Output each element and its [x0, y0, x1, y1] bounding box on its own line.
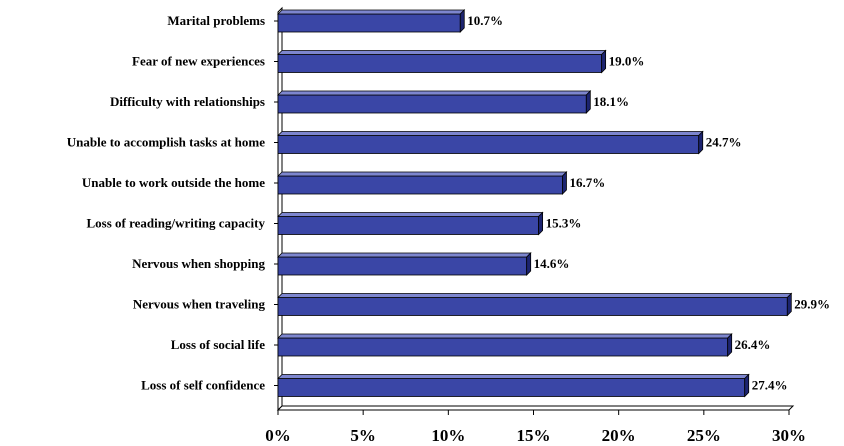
- bar-top-face: [277, 131, 704, 136]
- category-label: Fear of new experiences: [132, 54, 265, 69]
- x-tick-label: 15%: [517, 426, 551, 445]
- data-label: 15.3%: [546, 216, 582, 231]
- x-tick-label: 30%: [772, 426, 806, 445]
- bar-top-face: [277, 252, 532, 258]
- category-label: Loss of social life: [171, 337, 265, 352]
- bar: [277, 378, 746, 397]
- category-label: Loss of reading/writing capacity: [86, 216, 265, 231]
- bar: [277, 135, 700, 154]
- bar-top-face: [277, 90, 592, 96]
- data-label: 10.7%: [467, 13, 503, 28]
- data-label: 16.7%: [569, 175, 605, 190]
- bar-top-face: [277, 9, 466, 15]
- bar-top-face: [277, 212, 544, 217]
- bar: [277, 297, 788, 316]
- bar: [277, 216, 540, 235]
- x-axis-floor: [276, 405, 795, 411]
- bar-side-face: [585, 90, 591, 114]
- category-label: Difficulty with relationships: [110, 94, 265, 109]
- bar-side-face: [698, 130, 704, 155]
- bar-side-face: [459, 9, 465, 33]
- value-labels: 10.7% 19.0% 18.1% 24.7% 16.7% 15.3% 14.6% 29.9%…: [467, 13, 830, 393]
- bar-top-face: [277, 333, 733, 339]
- category-labels: Marital problems Fear of new experiences D…: [67, 13, 266, 393]
- bar: [277, 256, 528, 276]
- data-label: 19.0%: [609, 54, 645, 69]
- data-label: 24.7%: [706, 135, 742, 150]
- category-label: Unable to accomplish tasks at home: [67, 135, 265, 150]
- bar-side-face: [786, 292, 792, 317]
- bar-top-face: [277, 293, 793, 298]
- bar-side-face: [562, 171, 567, 195]
- bar-top-face: [277, 171, 568, 177]
- bar-side-face: [601, 49, 607, 74]
- bar: [277, 13, 461, 33]
- x-tick-label: 20%: [602, 426, 636, 445]
- bar-side-face: [526, 252, 532, 276]
- data-label: 29.9%: [794, 297, 830, 312]
- bar-top-face: [277, 374, 750, 379]
- bars: [277, 9, 793, 398]
- bar-side-face: [744, 373, 750, 398]
- data-label: 18.1%: [593, 94, 629, 109]
- bar-side-face: [727, 333, 733, 357]
- x-tick-label: 5%: [350, 426, 376, 445]
- bar-top-face: [277, 50, 607, 55]
- x-axis-ticks: 0% 5% 10% 15% 20% 25% 30%: [265, 410, 806, 445]
- data-label: 26.4%: [735, 337, 771, 352]
- category-label: Nervous when traveling: [133, 297, 266, 312]
- x-tick-label: 10%: [431, 426, 465, 445]
- category-label: Loss of self confidence: [141, 378, 265, 393]
- bar: [277, 337, 729, 357]
- x-tick-label: 25%: [687, 426, 721, 445]
- bar-side-face: [538, 211, 544, 236]
- bar: [277, 175, 563, 195]
- category-label: Nervous when shopping: [132, 256, 265, 271]
- bar: [277, 54, 603, 73]
- x-tick-label: 0%: [265, 426, 291, 445]
- data-label: 14.6%: [534, 256, 570, 271]
- bar: [277, 94, 587, 114]
- category-label: Marital problems: [167, 13, 265, 28]
- category-label: Unable to work outside the home: [82, 175, 265, 190]
- data-label: 27.4%: [752, 378, 788, 393]
